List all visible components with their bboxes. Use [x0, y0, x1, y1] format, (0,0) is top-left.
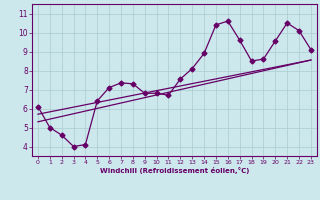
X-axis label: Windchill (Refroidissement éolien,°C): Windchill (Refroidissement éolien,°C) — [100, 167, 249, 174]
